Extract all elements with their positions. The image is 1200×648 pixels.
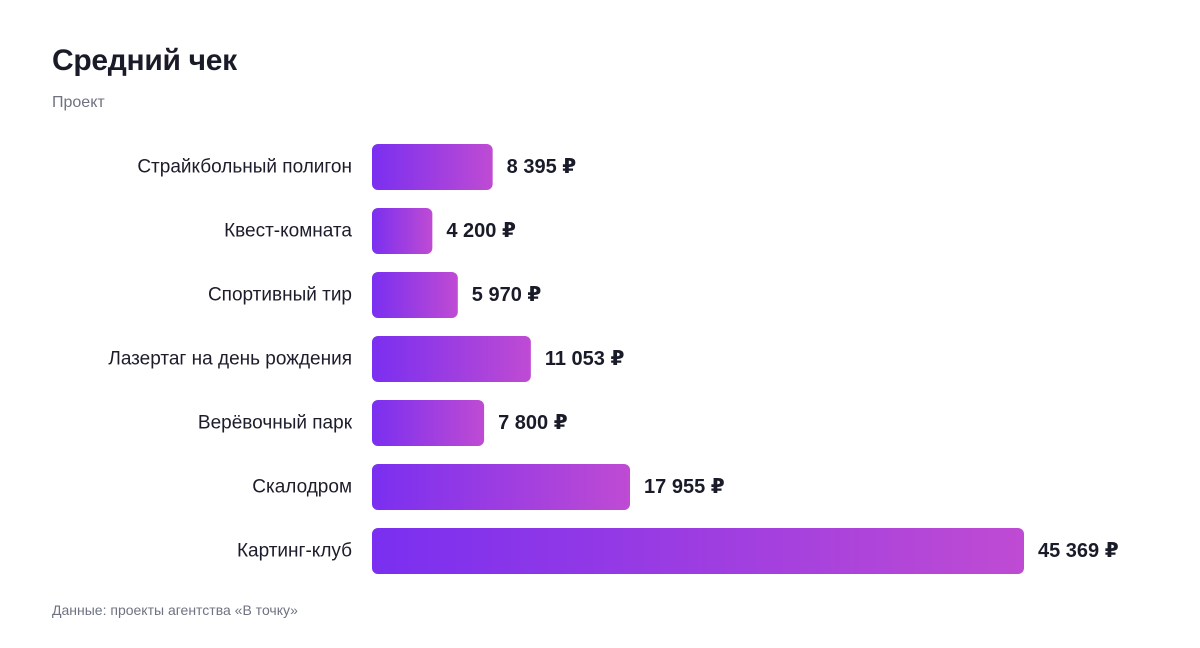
bars-group: Страйкбольный полигон 8 395 ₽ Квест-комнат… <box>108 144 1119 574</box>
category-label: Страйкбольный полигон <box>137 157 352 178</box>
bar <box>372 144 493 190</box>
chart-title: Средний чек <box>52 44 237 77</box>
bar <box>372 336 531 382</box>
value-label: 7 800 ₽ <box>498 412 568 434</box>
data-source-note: Данные: проекты агентства «В точку» <box>52 602 298 618</box>
value-label: 45 369 ₽ <box>1038 540 1119 562</box>
value-label: 17 955 ₽ <box>644 476 725 498</box>
category-label: Верёвочный парк <box>198 413 353 434</box>
chart-subtitle: Проект <box>52 94 105 111</box>
category-label: Лазертаг на день рождения <box>108 349 352 370</box>
value-label: 4 200 ₽ <box>446 220 516 242</box>
category-label: Картинг-клуб <box>237 541 352 562</box>
category-label: Спортивный тир <box>208 285 352 306</box>
value-label: 5 970 ₽ <box>472 284 542 306</box>
bar <box>372 464 631 510</box>
category-label: Квест-комната <box>224 221 352 242</box>
category-label: Скалодром <box>252 477 352 498</box>
value-label: 11 053 ₽ <box>545 348 625 370</box>
value-label: 8 395 ₽ <box>507 156 577 178</box>
bar <box>372 272 458 318</box>
bar <box>372 208 433 254</box>
bar <box>372 528 1024 574</box>
bar <box>372 400 485 446</box>
